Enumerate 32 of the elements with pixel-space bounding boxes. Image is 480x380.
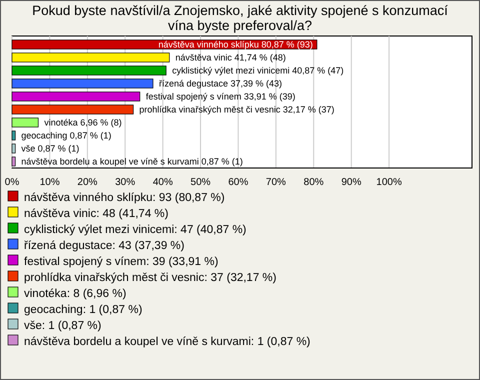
x-tick-label: 10%: [40, 177, 60, 188]
category-label: cyklistický výlet mezi vinicemi 40,87 % (47): [172, 66, 344, 76]
chart-title: Pokud byste navštívil/a Znojemsko, jaké aktivity spojené s konzumací vína byste preferoval/a?: [32, 3, 448, 33]
text: cyklistický výlet mezi vinicemi: 47 (40,87 %): [24, 224, 247, 236]
category-label: návštěva vinic 41,74 % (48): [175, 52, 286, 63]
text: návštěva vinic: 48 (41,74 %): [24, 208, 169, 220]
category-label: vše 0,87 % (1): [21, 144, 80, 154]
x-tick-label: 80%: [304, 177, 324, 188]
x-tick-label: 30%: [115, 177, 136, 188]
text: vinotéka: 8 (6,96 %): [24, 288, 126, 300]
x-tick-label: 90%: [341, 177, 362, 188]
x-tick-label: 100%: [376, 177, 402, 188]
category-label: prohlídka vinařských měst či vesnic 32,17 % (37): [139, 104, 334, 115]
text: návštěva bordelu a koupel ve víně s kurvami: 1 (0,87 %): [24, 336, 311, 348]
x-tick-label: 0%: [4, 177, 20, 188]
text: geocaching: 1 (0,87 %): [24, 304, 142, 316]
category-label: festival spojený s vínem 33,91 % (39): [146, 92, 296, 102]
x-tick-label: 40%: [152, 177, 173, 188]
category-label: návštěva vinného sklípku 80,87 % (93): [158, 40, 313, 50]
x-tick-label: 20%: [77, 177, 98, 188]
category-label: geocaching 0,87 % (1): [21, 130, 112, 141]
category-label: návštěva bordelu a koupel ve víně s kurvami 0,87 % (1): [21, 156, 243, 167]
x-tick-label: 70%: [266, 177, 286, 188]
text: prohlídka vinařských měst či vesnic: 37 (32,17 %): [24, 272, 277, 284]
text: festival spojený s vínem: 39 (33,91 %): [24, 256, 218, 268]
x-tick-label: 60%: [228, 177, 248, 188]
category-label: řízená degustace 37,39 % (43): [158, 78, 282, 89]
x-tick-label: 50%: [190, 177, 211, 188]
category-label: vinotéka 6,96 % (8): [44, 118, 122, 128]
text: návštěva vinného sklípku: 93 (80,87 %): [24, 192, 225, 204]
text: řízená degustace: 43 (37,39 %): [24, 240, 185, 252]
text: vše: 1 (0,87 %): [24, 320, 102, 332]
